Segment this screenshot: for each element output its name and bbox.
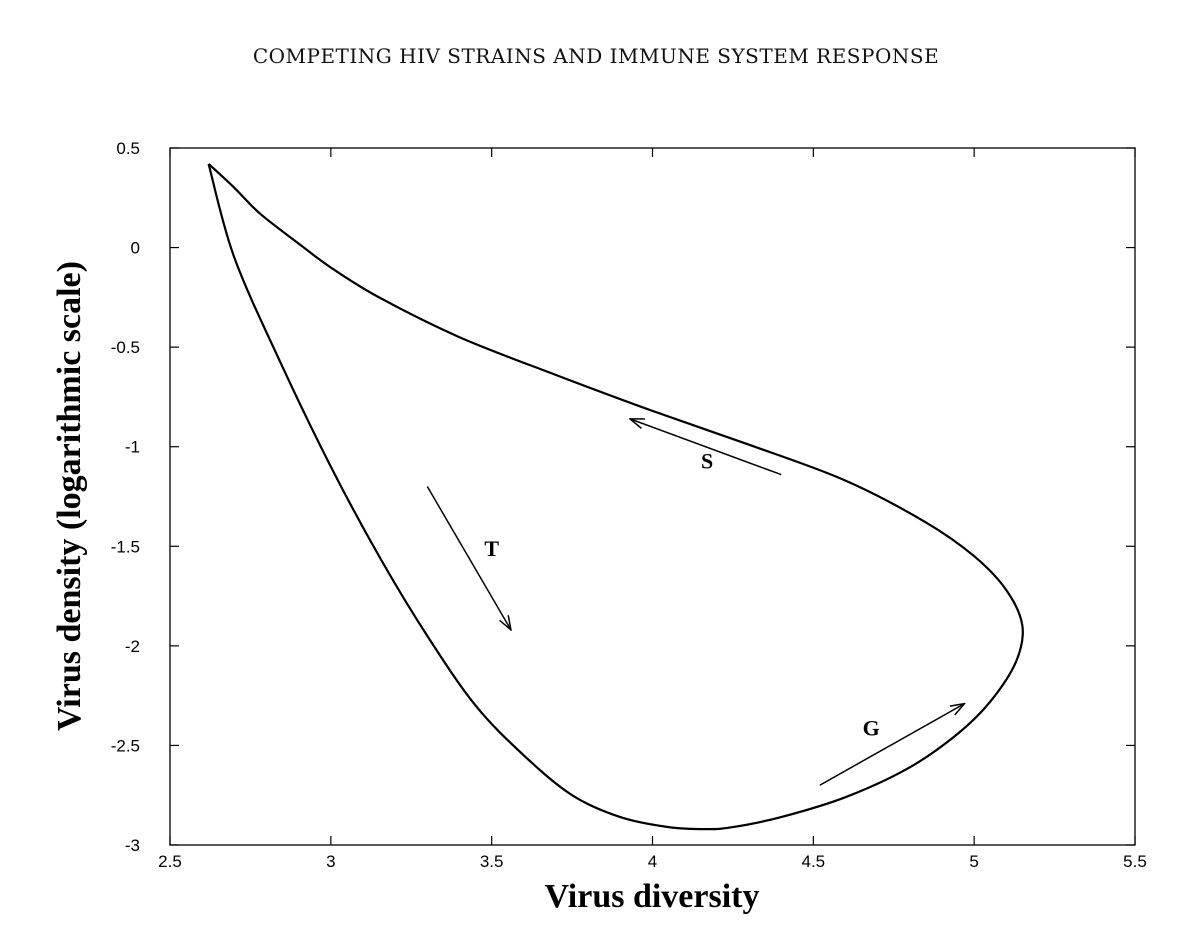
x-tick-label: 5 (969, 852, 978, 871)
y-tick-label: -1 (125, 438, 140, 457)
arrow-t (426, 486, 511, 630)
y-tick-label: -2 (125, 637, 140, 656)
x-axis-title: Virus diversity (544, 878, 759, 915)
label-t: T (484, 536, 499, 561)
plot-frame (169, 147, 1136, 846)
x-tick-label: 4.5 (802, 852, 826, 871)
y-tick-label: 0 (131, 239, 140, 258)
y-tick-label: -3 (125, 836, 140, 855)
label-s: S (701, 449, 713, 474)
x-tick-label: 4 (648, 852, 657, 871)
x-tick-label: 2.5 (158, 852, 182, 871)
annotations: S T G (426, 419, 965, 786)
arrow-g (819, 704, 965, 786)
x-tick-label: 5.5 (1123, 852, 1147, 871)
y-tick-label: -0.5 (111, 338, 140, 357)
x-tick-label: 3 (326, 852, 335, 871)
trajectory-line (207, 163, 1024, 831)
tick-labels: 2.5 3 3.5 4 4.5 5 5.5 0.5 0 -0.5 -1 -1.5 -2 -2.5 -3 (111, 139, 1147, 871)
y-tick-label: -1.5 (111, 537, 140, 556)
arrow-s (630, 419, 782, 476)
y-axis-title: Virus density (logarithmic scale) (51, 261, 88, 731)
running-header: COMPETING HIV STRAINS AND IMMUNE SYSTEM … (252, 44, 940, 68)
y-tick-label: -2.5 (111, 736, 140, 755)
label-g: G (863, 715, 880, 740)
x-tick-label: 3.5 (480, 852, 504, 871)
y-tick-label: 0.5 (116, 139, 140, 158)
axis-ticks (169, 147, 1136, 846)
